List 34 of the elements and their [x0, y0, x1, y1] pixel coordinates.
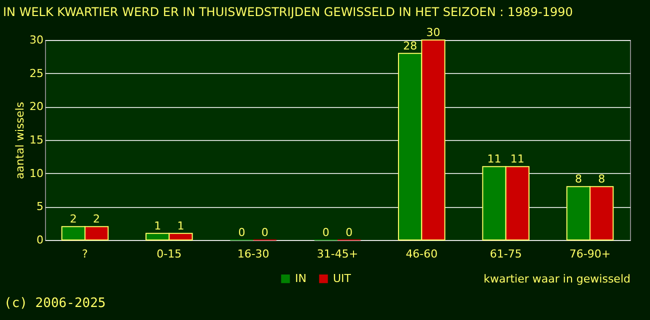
- y-tick-label: 10: [30, 166, 44, 180]
- data-label: 0: [322, 226, 330, 239]
- y-tick-label: 30: [30, 34, 44, 46]
- y-tick-label: 25: [30, 66, 44, 80]
- data-label: 8: [598, 172, 606, 186]
- data-label: 8: [574, 172, 582, 186]
- text: (c) 2006-2025: [4, 296, 106, 311]
- data-label: 0: [261, 226, 268, 239]
- x-axis-title: kwartier waar in gewisseld: [484, 272, 630, 286]
- y-tick-label: 15: [30, 134, 44, 146]
- data-label: 2: [70, 212, 77, 226]
- y-axis-title: aantal wissels: [14, 102, 27, 180]
- y-tick-label: 0: [36, 234, 44, 246]
- y-tick-label: 20: [30, 100, 44, 114]
- data-label: 1: [177, 219, 184, 232]
- data-label: 28: [403, 39, 418, 52]
- data-label: 30: [426, 26, 440, 39]
- legend-label: IN: [295, 272, 306, 285]
- data-label: 11: [510, 152, 524, 166]
- data-label: 0: [346, 226, 353, 239]
- legend-label: UIT: [333, 272, 352, 285]
- data-label: 0: [238, 226, 246, 239]
- data-label: 1: [154, 219, 162, 232]
- x-tick-label: 76-90+: [569, 248, 611, 260]
- data-label: 11: [487, 152, 502, 166]
- y-tick-label: 5: [36, 200, 44, 214]
- x-tick-label: 0-15: [156, 248, 182, 260]
- x-tick-label: 31-45+: [316, 248, 358, 260]
- x-tick-label: ?: [82, 248, 88, 260]
- x-tick-label: 46-60: [406, 248, 438, 260]
- data-label: 2: [93, 212, 100, 226]
- chart-title: IN WELK KWARTIER WERD ER IN THUISWEDSTRIJDEN GEWISSELD IN HET SEIZOEN : 1989-1990: [3, 5, 573, 19]
- x-tick-label: 61-75: [490, 248, 522, 260]
- x-tick-label: 16-30: [237, 248, 270, 260]
